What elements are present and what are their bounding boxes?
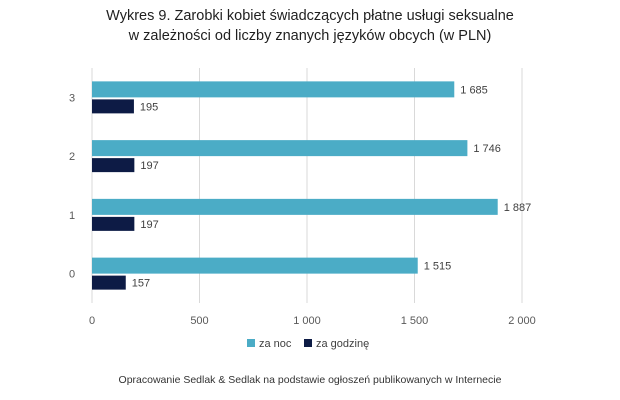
x-tick-label-2000: 2 000: [508, 315, 536, 327]
x-tick-label-0: 0: [89, 315, 95, 327]
bar-za-godzine-1: [92, 216, 135, 231]
data-label-za-godzine-1: 197: [140, 219, 158, 231]
legend-label-za-noc: za noc: [259, 338, 292, 350]
y-tick-label-3: 3: [69, 92, 75, 104]
source-note: Opracowanie Sedlak & Sedlak na podstawie…: [118, 374, 502, 386]
data-label-za-noc-1: 1 887: [504, 202, 532, 214]
data-label-za-godzine-0: 157: [132, 278, 150, 290]
legend-swatch-za-godzine: [304, 339, 312, 347]
bar-za-noc-0: [92, 257, 418, 274]
bar-za-noc-2: [92, 140, 468, 157]
bar-za-noc-1: [92, 198, 498, 215]
bar-za-godzine-2: [92, 158, 135, 173]
data-label-za-noc-2: 1 746: [473, 143, 501, 155]
data-label-za-godzine-3: 195: [140, 101, 158, 113]
bar-za-godzine-0: [92, 275, 126, 290]
data-label-za-godzine-2: 197: [140, 160, 158, 172]
data-label-za-noc-0: 1 515: [424, 261, 452, 273]
legend-swatch-za-noc: [247, 339, 255, 347]
chart-title-line1: Wykres 9. Zarobki kobiet świadczących pł…: [106, 8, 514, 24]
x-tick-label-500: 500: [190, 315, 208, 327]
y-tick-label-0: 0: [69, 269, 75, 281]
chart-title-line2: w zależności od liczby znanych języków o…: [128, 28, 492, 44]
y-tick-label-1: 1: [69, 210, 75, 222]
bar-za-godzine-3: [92, 99, 134, 114]
x-tick-label-1000: 1 000: [293, 315, 321, 327]
x-tick-label-1500: 1 500: [401, 315, 429, 327]
y-tick-label-2: 2: [69, 151, 75, 163]
bar-za-noc-3: [92, 81, 455, 98]
legend-label-za-godzine: za godzinę: [316, 338, 369, 350]
data-label-za-noc-3: 1 685: [460, 84, 488, 96]
